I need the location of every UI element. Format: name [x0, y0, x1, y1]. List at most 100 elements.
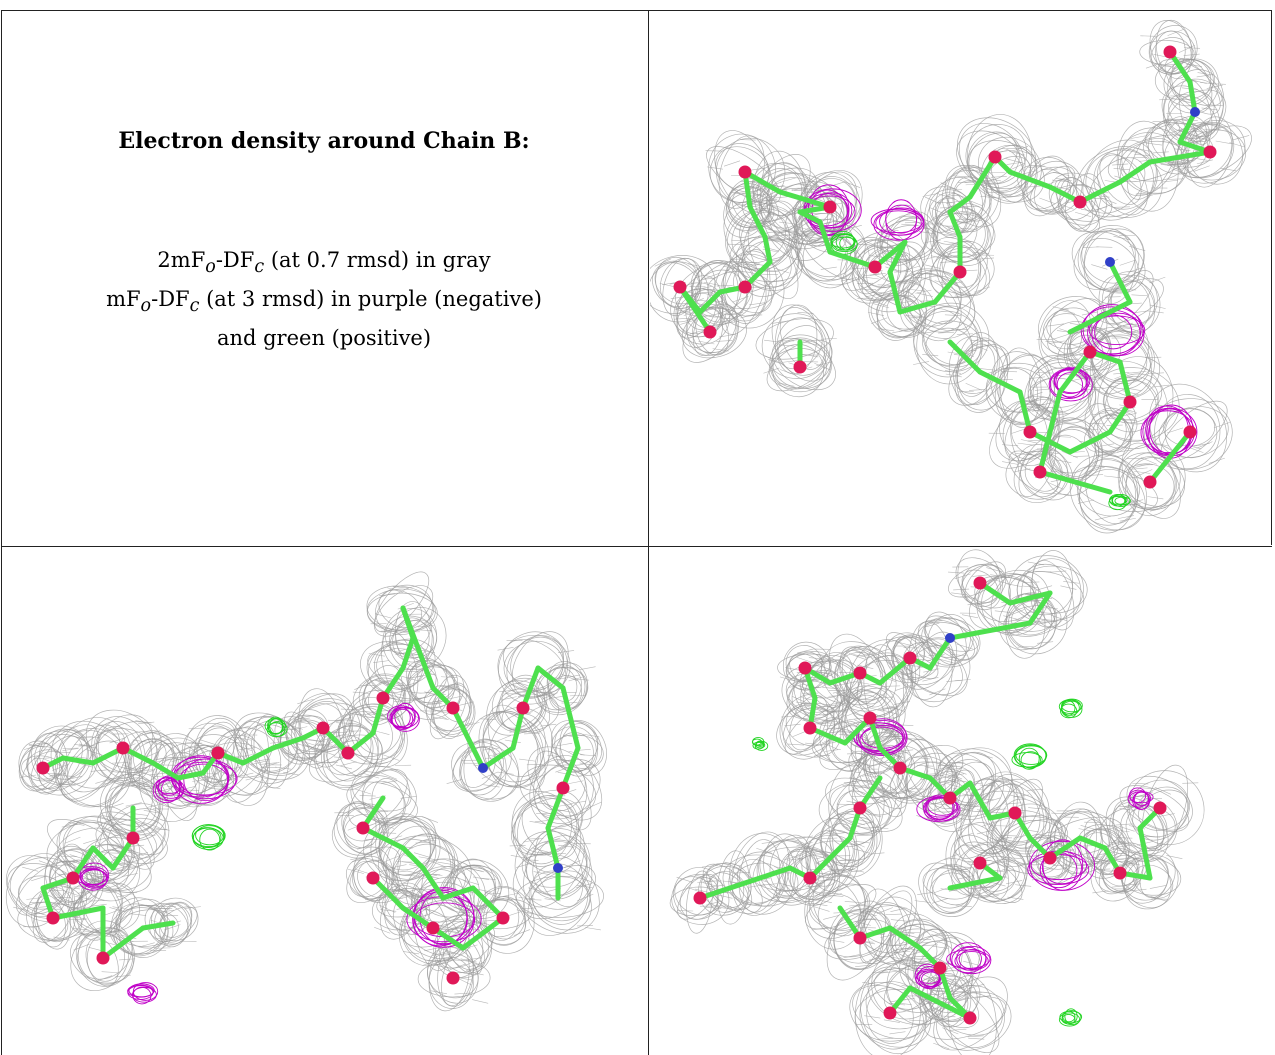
oxygen-atom: [516, 701, 530, 715]
oxygen-atom: [446, 971, 460, 985]
oxygen-atom: [1023, 425, 1037, 439]
oxygen-atom: [211, 746, 225, 760]
oxygen-atom: [116, 741, 130, 755]
oxygen-atom: [446, 701, 460, 715]
negative-density-blob: [916, 794, 961, 822]
oxygen-atom: [853, 801, 867, 815]
oxygen-atom: [1113, 866, 1127, 880]
oxygen-atom: [943, 791, 957, 805]
negative-density-blob: [914, 963, 944, 990]
caption-line-green: and green (positive): [216, 326, 432, 351]
border-row-divider: [1, 546, 1272, 547]
positive-density-blob: [1011, 743, 1048, 770]
difference-density: [74, 702, 482, 1005]
oxygen-atom: [823, 200, 837, 214]
oxygen-atom: [316, 721, 330, 735]
positive-density-blob: [1058, 1008, 1083, 1027]
nitrogen-atom: [1105, 257, 1115, 267]
model-atoms: [693, 576, 1167, 1025]
border-top: [1, 10, 1272, 11]
border-left: [1, 10, 2, 1055]
model-atoms: [36, 691, 570, 985]
oxygen-atom: [973, 576, 987, 590]
negative-density-blob: [127, 982, 159, 1005]
oxygen-atom: [853, 666, 867, 680]
oxygen-atom: [1083, 345, 1097, 359]
oxygen-atom: [863, 711, 877, 725]
oxygen-atom: [126, 831, 140, 845]
gray-density-mesh: [5, 571, 607, 1012]
oxygen-atom: [793, 360, 807, 374]
view-bottom-left: [3, 548, 647, 1055]
nitrogen-atom: [478, 763, 488, 773]
figure-caption-cell: Electron density around Chain B: 2mFo-DF…: [2, 0, 646, 545]
oxygen-atom: [556, 781, 570, 795]
oxygen-atom: [738, 280, 752, 294]
oxygen-atom: [66, 871, 80, 885]
nitrogen-atom: [553, 863, 563, 873]
view-top-right: [650, 12, 1270, 545]
positive-density-blob: [191, 824, 226, 851]
density-view-svg: [650, 19, 1252, 534]
negative-density-blob: [1127, 787, 1154, 810]
negative-density-blob: [1048, 366, 1093, 402]
oxygen-atom: [703, 325, 717, 339]
oxygen-atom: [96, 951, 110, 965]
border-right: [1271, 10, 1272, 545]
oxygen-atom: [853, 931, 867, 945]
oxygen-atom: [1073, 195, 1087, 209]
oxygen-atom: [798, 661, 812, 675]
oxygen-atom: [1143, 475, 1157, 489]
nitrogen-atom: [945, 633, 955, 643]
oxygen-atom: [1163, 45, 1177, 59]
oxygen-atom: [1033, 465, 1047, 479]
oxygen-atom: [693, 891, 707, 905]
model-atoms: [673, 45, 1217, 489]
oxygen-atom: [1043, 851, 1057, 865]
oxygen-atom: [953, 265, 967, 279]
caption-title: Electron density around Chain B:: [118, 128, 530, 154]
oxygen-atom: [36, 761, 50, 775]
border-middle: [648, 10, 649, 1055]
caption-line-gray: 2mFo-DFc (at 0.7 rmsd) in gray: [157, 248, 491, 278]
oxygen-atom: [883, 1006, 897, 1020]
gray-density-mesh: [669, 549, 1205, 1055]
oxygen-atom: [903, 651, 917, 665]
oxygen-atom: [673, 280, 687, 294]
negative-density-blob: [74, 862, 110, 891]
nitrogen-atom: [1190, 107, 1200, 117]
oxygen-atom: [803, 871, 817, 885]
oxygen-atom: [933, 961, 947, 975]
positive-density-blob: [264, 716, 288, 738]
positive-density-blob: [830, 230, 858, 255]
view-bottom-right: [650, 548, 1270, 1055]
caption-body: 2mFo-DFc (at 0.7 rmsd) in gray mFo-DFc (…: [2, 244, 646, 354]
oxygen-atom: [738, 165, 752, 179]
oxygen-atom: [1008, 806, 1022, 820]
caption-line-purple: mFo-DFc (at 3 rmsd) in purple (negative): [106, 287, 542, 317]
oxygen-atom: [496, 911, 510, 925]
oxygen-atom: [988, 150, 1002, 164]
oxygen-atom: [1203, 145, 1217, 159]
negative-density-blob: [387, 702, 420, 732]
negative-density-blob: [170, 755, 238, 804]
oxygen-atom: [376, 691, 390, 705]
oxygen-atom: [341, 746, 355, 760]
oxygen-atom: [366, 871, 380, 885]
negative-density-blob: [946, 942, 992, 975]
positive-density-blob: [751, 737, 769, 751]
model-bonds: [677, 49, 1213, 495]
oxygen-atom: [868, 260, 882, 274]
negative-density-blob: [152, 775, 185, 804]
negative-density-blob: [870, 199, 925, 241]
oxygen-atom: [46, 911, 60, 925]
oxygen-atom: [356, 821, 370, 835]
positive-density-blob: [1108, 493, 1131, 511]
density-view-svg: [5, 571, 607, 1012]
negative-density-blob: [1080, 304, 1146, 357]
positive-density-blob: [1058, 698, 1083, 719]
model-bonds: [40, 605, 581, 961]
oxygen-atom: [973, 856, 987, 870]
oxygen-atom: [1153, 801, 1167, 815]
